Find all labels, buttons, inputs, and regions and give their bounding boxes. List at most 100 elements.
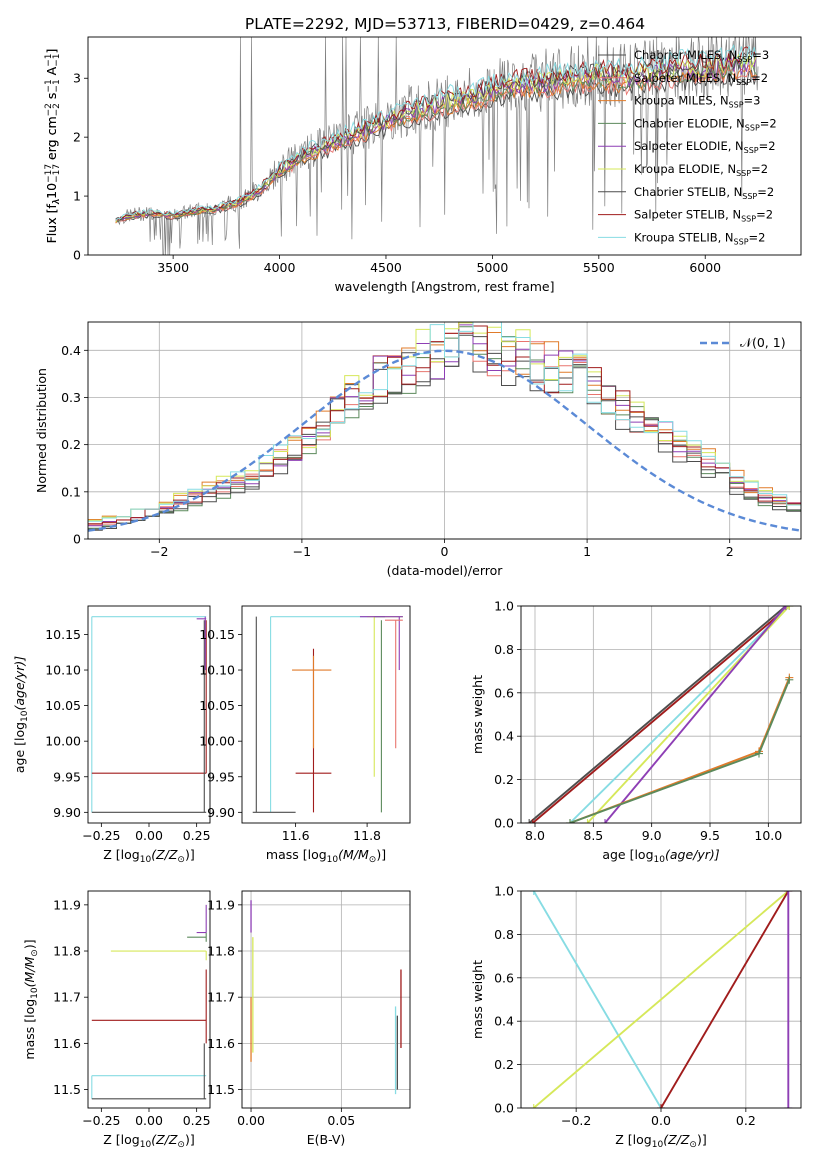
y-tick-label: 0.2 [61,437,81,452]
axes-mass-vs-EBV: 0.00 0.05 11.5 11.6 11.7 11.8 11.9 E(B-V) [207,890,411,1147]
legend-name: Kroupa MILES, N [634,94,729,108]
ticks: −2 −1 0 1 2 0 0.1 0.2 0.3 0.4 [61,343,734,559]
label-part: (Z/Z [663,1132,690,1147]
legend-entry: Kroupa MILES, NSSP=3 [634,94,760,110]
plot-area-age-vs-Z [91,616,207,813]
legend-sub: SSP [742,192,757,201]
y-axis-label: Normed distribution [34,368,49,493]
y-tick-label: 10.05 [199,698,235,713]
y-tick-label: 11.8 [207,944,235,959]
x-tick-label: 6000 [689,260,721,275]
weight-line [533,891,789,1108]
label-part: −1 [52,54,62,67]
label-part: )] [376,847,386,862]
legend-entry: Salpeter STELIB, NSSP=2 [634,208,773,224]
label-part: mass [log [266,847,327,862]
x-tick-label: 0.0 [651,1113,671,1128]
plot-area-weight-vs-Z [529,891,793,1108]
label-part: erg cm [44,116,59,164]
label-part: )] [22,939,37,949]
y-tick-label: 11.9 [207,897,235,912]
label-part: 10 [652,1140,664,1150]
legend-name: Salpeter MILES, N [634,71,736,85]
y-tick-label: 10.00 [199,734,235,749]
x-tick-label: 0.05 [327,1113,355,1128]
y-tick-label: 11.5 [53,1082,81,1097]
plot-area-mass-vs-EBV [250,900,402,1095]
axes-spectrum: 3500 4000 4500 5000 5500 6000 0 1 2 3 wavelength [… [44,36,802,294]
model-salpeter-miles [115,66,758,224]
x-axis-label: Z [log10(Z/Z⊙)] [103,1132,194,1150]
label-part: (age/yr)] [12,656,27,711]
axes-weight-vs-age: 8.0 8.5 9.0 9.5 10.0 0.0 0.2 0.4 0.6 0.8 1.0 age [l… [470,599,802,865]
label-part: ⊙ [689,1140,697,1150]
residual-legend: 𝒩(0, 1) [700,335,786,350]
label-part: )] [185,847,195,862]
x-axis-label: Z [log10(Z/Z⊙)] [615,1132,706,1150]
legend-value: =3 [752,48,769,62]
figure-title: PLATE=2292, MJD=53713, FIBERID=0429, z=0… [245,15,645,33]
legend-entry: Chabrier MILES, NSSP=3 [634,48,769,64]
legend-name: Kroupa ELODIE, N [634,162,736,176]
plot-area-spectrum [115,37,759,255]
label-part: Z [log [103,1132,139,1147]
y-tick-label: 11.6 [53,1036,81,1051]
legend-name: Salpeter STELIB, N [634,208,741,222]
legend-value: =3 [744,94,761,108]
label-part: ] [44,49,59,54]
axes-residuals: −2 −1 0 1 2 0 0.1 0.2 0.3 0.4 (data-model)/error No… [34,321,802,578]
x-tick-label: 9.0 [642,828,662,843]
legend-sub: SSP [741,215,756,224]
hist-chabrier-stelib [88,334,801,530]
plot-area-weight-vs-age [525,606,794,823]
model-kroupa-stelib [115,44,758,221]
label-part: −1 [44,54,54,67]
label-part: age [log [12,722,27,773]
observed-spectrum [117,37,759,255]
y-tick-label: 0 [73,248,81,263]
label-part: )] [185,1132,195,1147]
y-tick-label: 0.4 [61,343,81,358]
x-tick-label: 0.25 [183,1113,211,1128]
y-tick-label: 1 [73,189,81,204]
y-axis-label: Flux [fλ10−17 erg cm−2 s−1 A−1] [44,49,62,244]
label-part: 10 [30,987,40,999]
legend-entry: Salpeter ELODIE, NSSP=2 [634,139,776,155]
label-part: (Z/Z [151,1132,178,1147]
legend-name: Chabrier ELODIE, N [634,116,745,130]
legend-sub: SSP [736,169,751,178]
y-tick-label: 10.05 [45,698,81,713]
y-tick-label: 11.9 [53,897,81,912]
legend-sub: SSP [737,55,752,64]
label-part: Z [log [615,1132,651,1147]
x-tick-label: −0.2 [561,1113,591,1128]
y-tick-label: 0.2 [494,1057,514,1072]
label-part: s [44,93,59,104]
weight-line [532,891,662,1108]
label-part: age [log [602,847,653,862]
y-tick-label: 10.15 [199,627,235,642]
y-axis-label: mass [log10(M/M⊙)] [22,939,40,1059]
y-tick-label: 10.10 [199,663,235,678]
axes-frame [241,605,411,824]
label-part: (Z/Z [151,847,178,862]
ticks: 8.0 8.5 9.0 9.5 10.0 0.0 0.2 0.4 0.6 0.8 1.0 [494,599,782,844]
model-salpeter-stelib [115,46,758,221]
y-tick-label: 0.6 [494,685,514,700]
y-tick-label: 3 [73,71,81,86]
legend-name: Chabrier MILES, N [634,48,737,62]
x-axis-label: (data-model)/error [387,563,504,578]
x-tick-label: −0.25 [82,1113,120,1128]
x-tick-label: 4500 [370,260,402,275]
y-tick-label: 9.95 [207,769,235,784]
y-tick-label: 11.8 [53,944,81,959]
x-tick-label: 0.2 [736,1113,756,1128]
label-part: λ [52,198,62,204]
y-tick-label: 9.90 [207,805,235,820]
legend-entry: Chabrier STELIB, NSSP=2 [634,185,774,201]
x-tick-label: 1 [583,544,591,559]
legend-name: Chabrier STELIB, N [634,185,742,199]
legend-value: =2 [749,230,766,244]
